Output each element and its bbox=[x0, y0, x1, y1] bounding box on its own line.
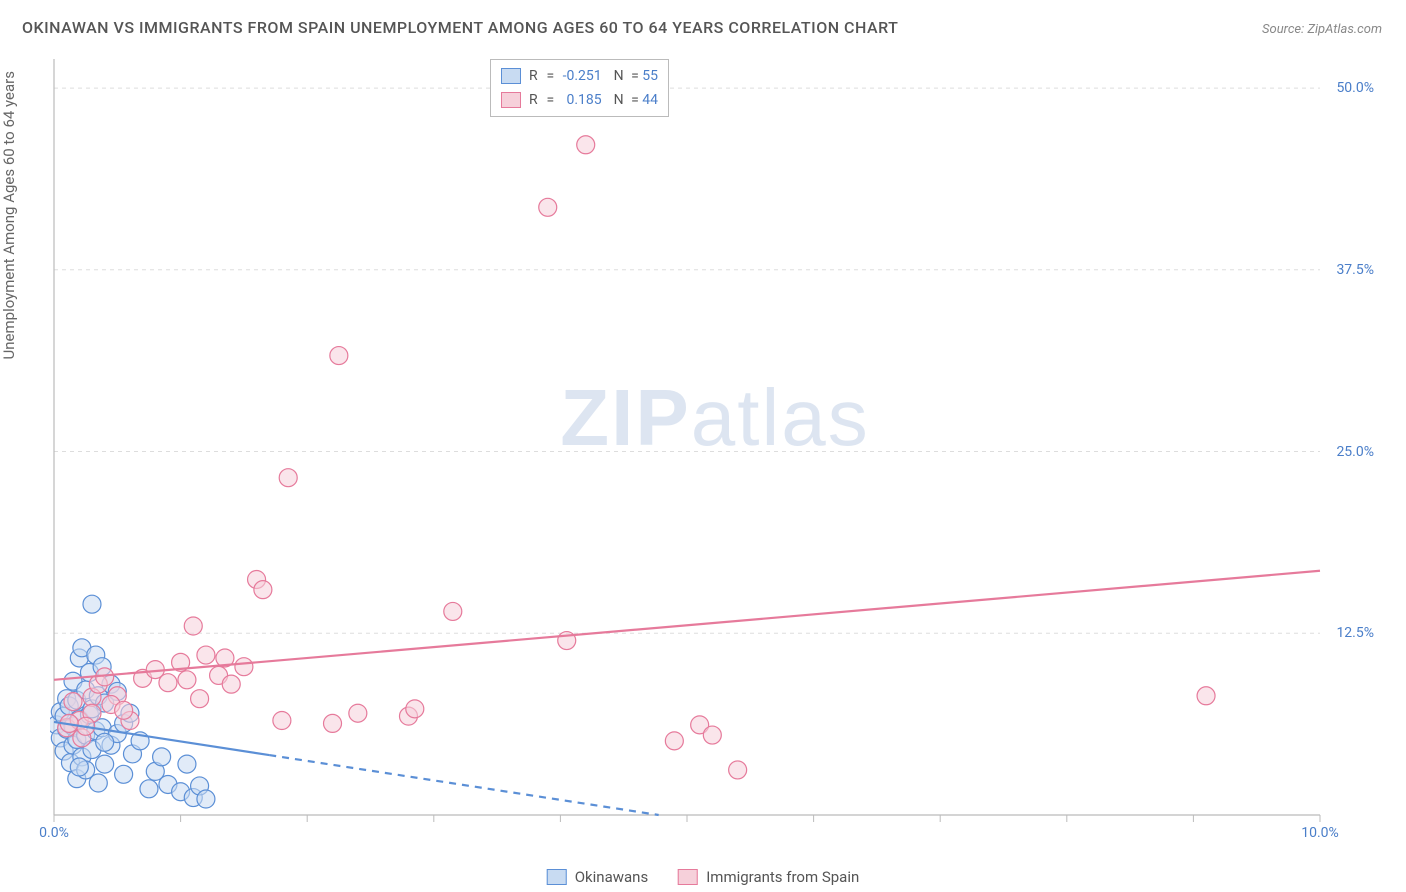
source-prefix: Source: bbox=[1262, 22, 1307, 37]
correlation-legend: R = -0.251N = 55 R = 0.185N = 44 bbox=[490, 59, 669, 117]
y-axis-label: Unemployment Among Ages 60 to 64 years bbox=[0, 71, 18, 359]
legend-text: R = -0.251N = 55 bbox=[529, 68, 658, 84]
y-tick-label: 25.0% bbox=[1336, 444, 1374, 460]
legend-swatch bbox=[501, 68, 521, 84]
legend-item: Okinawans bbox=[547, 868, 648, 886]
x-tick-label: 10.0% bbox=[1301, 825, 1339, 841]
scatter-chart bbox=[50, 55, 1380, 845]
legend-swatch bbox=[678, 869, 698, 885]
legend-label: Immigrants from Spain bbox=[706, 868, 859, 886]
chart-title: OKINAWAN VS IMMIGRANTS FROM SPAIN UNEMPL… bbox=[22, 18, 898, 37]
legend-text: R = 0.185N = 44 bbox=[529, 92, 658, 108]
legend-item: Immigrants from Spain bbox=[678, 868, 859, 886]
y-tick-label: 50.0% bbox=[1336, 80, 1374, 96]
y-tick-label: 37.5% bbox=[1336, 262, 1374, 278]
source-label: Source: ZipAtlas.com bbox=[1262, 22, 1382, 37]
x-tick-label: 0.0% bbox=[39, 825, 69, 841]
legend-label: Okinawans bbox=[575, 868, 648, 886]
legend-swatch bbox=[501, 92, 521, 108]
source-name: ZipAtlas.com bbox=[1307, 22, 1382, 37]
legend-row: R = -0.251N = 55 bbox=[501, 64, 658, 88]
series-legend: Okinawans Immigrants from Spain bbox=[547, 868, 860, 886]
legend-row: R = 0.185N = 44 bbox=[501, 88, 658, 112]
plot-area: ZIPatlas R = -0.251N = 55R = 0.185N = 44… bbox=[50, 55, 1380, 845]
y-tick-label: 12.5% bbox=[1336, 625, 1374, 641]
legend-swatch bbox=[547, 869, 567, 885]
